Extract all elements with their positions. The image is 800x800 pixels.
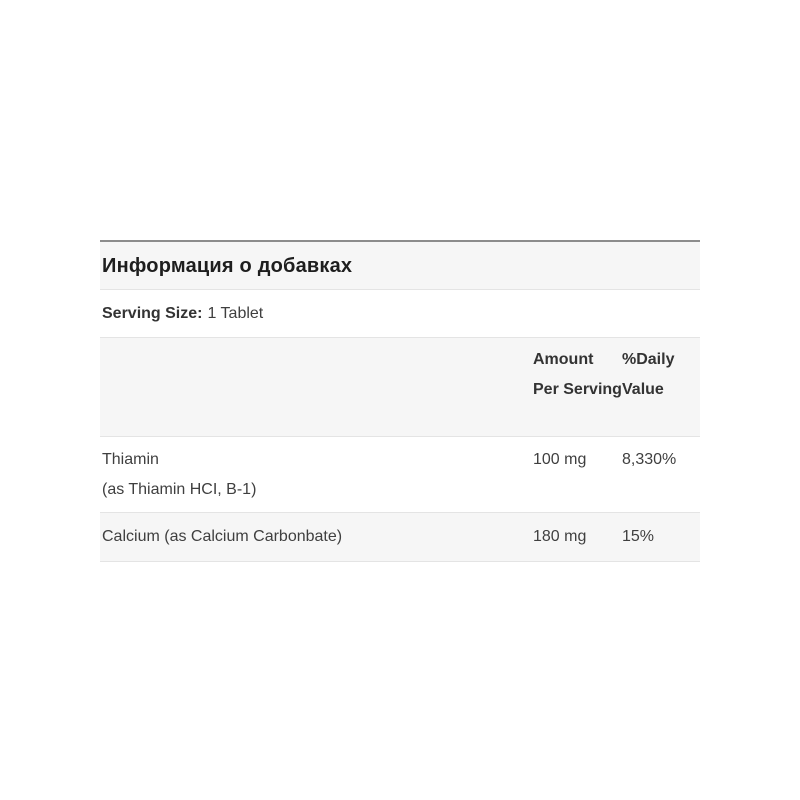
nutrient-amount: 100 mg (533, 451, 587, 468)
nutrient-amount: 180 mg (533, 528, 587, 545)
nutrient-daily-value: 8,330% (622, 451, 677, 468)
table-row-calcium: Calcium (as Calcium Carbonbate) 180 mg 1… (100, 513, 700, 562)
table-title-band: Информация о добавках (100, 242, 700, 290)
column-header-amount-per-serving: Amount Per Serving (533, 351, 622, 398)
nutrient-name: Thiamin (102, 451, 159, 468)
supplement-facts-table: Информация о добавках Serving Size: 1 Tab… (100, 240, 700, 562)
nutrient-name-cell: Calcium (as Calcium Carbonbate) (100, 522, 533, 561)
serving-size-value: 1 Tablet (207, 305, 264, 322)
serving-size-label: Serving Size: (102, 305, 203, 322)
serving-size-row: Serving Size: 1 Tablet (100, 290, 700, 338)
nutrient-name-cell: Thiamin (as Thiamin HCI, B-1) (100, 445, 533, 512)
column-header-row: Amount Per Serving %Daily Value (100, 338, 700, 437)
table-row-thiamin: Thiamin (as Thiamin HCI, B-1) 100 mg 8,3… (100, 437, 700, 513)
nutrient-daily-value: 15% (622, 528, 655, 545)
column-header-spacer (100, 345, 533, 436)
nutrient-name: Calcium (as Calcium Carbonbate) (102, 528, 343, 545)
nutrient-name-detail: (as Thiamin HCI, B-1) (102, 481, 257, 498)
column-header-daily-value: %Daily Value (622, 351, 675, 398)
table-title: Информация о добавках (102, 255, 353, 277)
